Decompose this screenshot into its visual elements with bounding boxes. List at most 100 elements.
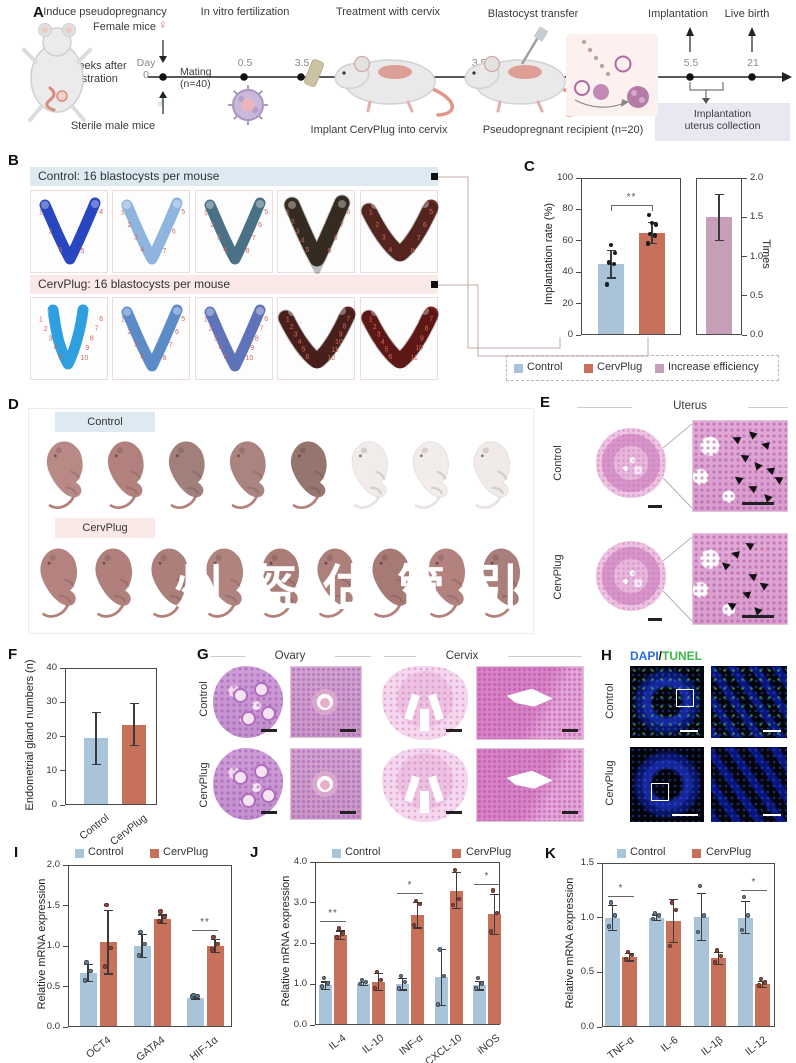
chart-C-legend-label: CervPlug [597, 361, 643, 373]
svg-text:2: 2 [128, 329, 132, 336]
chart-J-errorbar [493, 893, 496, 935]
svg-text:7: 7 [163, 248, 167, 255]
collection-caption: Implantation uterus collection [684, 108, 761, 133]
chart-C-datapoint [647, 231, 653, 237]
scalebar [340, 811, 356, 814]
svg-text:1: 1 [286, 210, 290, 217]
chart-I-errorcap [210, 938, 220, 940]
chart-K-bar [711, 958, 726, 1026]
uterus-zoom-control [692, 420, 788, 512]
svg-text:7: 7 [340, 222, 344, 229]
chart-K-errorcap [625, 960, 634, 962]
chart-K-errorcap [697, 939, 706, 941]
cervix-lumen [419, 708, 429, 731]
uterus-image: 1 2 3 4 5 6 7 8 9 10 11 12 [277, 297, 357, 380]
chart-I-datapoint [104, 902, 109, 908]
chart-I-ytick-label: 0.5 [46, 980, 60, 992]
cervix-zoom-image [476, 748, 584, 822]
svg-text:4: 4 [218, 345, 222, 352]
chart-I-bar [186, 997, 204, 1026]
svg-text:8: 8 [255, 335, 259, 342]
chart-K-errorcap [697, 892, 706, 894]
chart-C-ytick [576, 240, 581, 242]
chart-F-ytick [60, 667, 65, 669]
chart-J-errorcap [336, 939, 345, 941]
panel-e-label: E [540, 394, 551, 411]
chart-C-sec-ytick [742, 256, 747, 257]
cervix-lumen [419, 790, 429, 813]
arrowhead-icon [757, 579, 769, 591]
follicle [253, 681, 269, 697]
chart-I-errorcap [210, 952, 220, 954]
chart-C-legend-swatch [514, 364, 523, 373]
chart-F-ytick-label: 0 [51, 799, 57, 810]
female-symbol: ♀ [158, 17, 168, 32]
chart-J-datapoint [373, 986, 378, 991]
chart-J-errorcap [490, 933, 499, 935]
svg-text:6: 6 [99, 316, 103, 323]
timepoint-21: 21 [747, 57, 759, 69]
chart-I-datapoint [158, 909, 163, 914]
svg-text:8: 8 [424, 326, 428, 333]
castration-label: 2 weeks after castration [61, 60, 127, 85]
day-zero-label: Day 0 [136, 57, 156, 81]
arrowhead-icon [760, 491, 773, 503]
svg-text:1: 1 [39, 210, 43, 217]
chart-I-errorcap [157, 923, 167, 925]
chart-J-datapoint [363, 980, 369, 985]
ovary-column-title: Ovary [274, 650, 306, 662]
chart-C-errorcap [714, 239, 724, 241]
chart-I-datapoint [209, 947, 214, 952]
arrowhead-icon [765, 464, 776, 476]
chart-J-legend-swatch [452, 849, 461, 858]
chart-K-legend-swatch [617, 849, 626, 858]
chart-C-sig-tick [611, 205, 612, 211]
chart-I-datapoint [88, 968, 93, 973]
chart-K-datapoint [696, 929, 701, 935]
svg-text:2: 2 [290, 324, 294, 331]
scalebar [446, 811, 462, 814]
chart-F-ytick-label: 40 [46, 662, 57, 673]
chart-I-bar [133, 946, 151, 1026]
timepoint-0-5: 0.5 [237, 57, 253, 69]
chart-C-sec-ytick [742, 216, 747, 218]
chart-J-datapoint [336, 926, 342, 931]
chart-J-datapoint [475, 975, 481, 981]
scalebar-white [763, 813, 781, 816]
chart-I-errorcap [137, 933, 147, 936]
male-symbol: ♂ [156, 95, 166, 110]
svg-text:9: 9 [250, 345, 254, 352]
chart-K-ytick [597, 862, 602, 864]
chart-J-errorbar [478, 980, 481, 991]
chart-J-bar [319, 985, 332, 1024]
inset-outline-box [675, 689, 694, 708]
pup-cervplug-header: CervPlug [55, 518, 155, 538]
chart-I-ylabel: Relative mRNA expression [36, 878, 48, 1010]
chart-K-datapoint [612, 913, 618, 918]
svg-text:3: 3 [134, 342, 138, 349]
svg-text:9: 9 [339, 331, 343, 338]
chart-J-errorcap [336, 930, 345, 932]
chart-I-ytick [63, 864, 68, 866]
arrowhead-icon [746, 570, 757, 582]
arrowhead-icon [719, 559, 731, 571]
chart-J-datapoint [325, 981, 331, 986]
chart-C-errorcap [606, 250, 616, 252]
chart-F-ytick [60, 804, 65, 806]
chart-I-datapoint [215, 941, 220, 947]
arrowhead-icon [772, 473, 784, 485]
arrowhead-icon [746, 482, 757, 494]
chart-C-sec-ytick-label: 1.0 [750, 250, 764, 262]
chart-C-datapoint [612, 250, 618, 256]
svg-text:10: 10 [415, 345, 423, 352]
arrowhead-icon [738, 451, 750, 463]
svg-text:4: 4 [141, 247, 145, 254]
scalebar-white [672, 813, 698, 816]
svg-text:5: 5 [302, 347, 306, 354]
scalebar [562, 729, 578, 732]
chart-I-xlabel: GATA4 [134, 1034, 168, 1063]
chart-J-sig-line [397, 892, 423, 894]
